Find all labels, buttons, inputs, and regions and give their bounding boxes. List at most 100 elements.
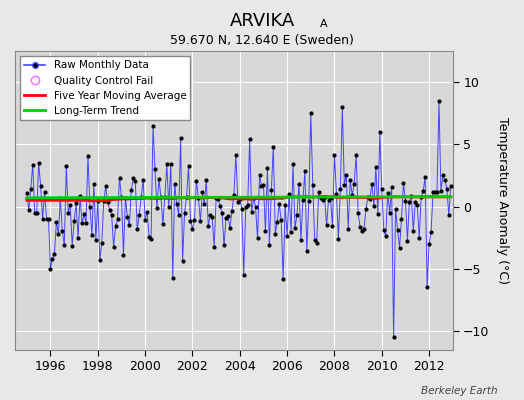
Point	[441, 177, 449, 184]
Point	[285, 190, 293, 197]
Point	[222, 215, 230, 221]
Text: A: A	[320, 19, 328, 29]
Point	[395, 245, 403, 251]
Point	[433, 189, 441, 196]
Point	[155, 176, 163, 182]
Point	[277, 217, 286, 224]
Point	[125, 222, 134, 228]
Point	[252, 204, 260, 211]
Point	[423, 284, 431, 290]
Point	[425, 241, 433, 248]
Point	[135, 212, 144, 218]
Point	[177, 135, 185, 141]
Point	[435, 98, 443, 104]
Point	[170, 181, 179, 187]
Point	[103, 199, 112, 205]
Point	[411, 199, 420, 206]
Point	[346, 177, 354, 183]
Point	[356, 224, 364, 230]
Y-axis label: Temperature Anomaly (°C): Temperature Anomaly (°C)	[496, 117, 509, 284]
Point	[439, 172, 447, 179]
Point	[279, 276, 287, 282]
Point	[332, 190, 341, 197]
Point	[172, 201, 181, 207]
Point	[322, 222, 331, 228]
Point	[46, 266, 54, 272]
Point	[265, 242, 274, 248]
Point	[68, 242, 77, 249]
Point	[443, 186, 451, 192]
Point	[405, 198, 413, 205]
Point	[311, 237, 319, 244]
Point	[368, 181, 376, 187]
Point	[119, 252, 128, 258]
Point	[224, 213, 232, 219]
Point	[84, 153, 92, 159]
Point	[379, 227, 388, 233]
Point	[289, 161, 297, 167]
Point	[312, 240, 321, 246]
Point	[255, 172, 264, 178]
Point	[399, 180, 408, 186]
Point	[309, 182, 317, 188]
Point	[54, 231, 62, 238]
Point	[131, 178, 139, 184]
Point	[121, 194, 129, 201]
Point	[86, 204, 94, 210]
Point	[445, 212, 453, 218]
Point	[378, 186, 386, 192]
Point	[38, 216, 47, 222]
Point	[162, 161, 171, 168]
Point	[72, 200, 80, 207]
Point	[281, 202, 289, 208]
Point	[182, 194, 191, 200]
Point	[338, 104, 346, 110]
Point	[56, 195, 64, 201]
Point	[174, 212, 183, 218]
Point	[62, 163, 70, 170]
Point	[316, 195, 325, 202]
Point	[95, 257, 104, 263]
Point	[107, 212, 116, 218]
Point	[413, 202, 421, 208]
Point	[153, 205, 161, 212]
Point	[409, 228, 418, 234]
Point	[110, 244, 118, 250]
Point	[143, 208, 151, 215]
Point	[133, 226, 141, 233]
Point	[401, 198, 410, 204]
Point	[58, 228, 67, 234]
Point	[386, 210, 394, 216]
Point	[291, 225, 299, 231]
Point	[30, 210, 39, 216]
Point	[394, 226, 402, 233]
Point	[374, 210, 382, 217]
Point	[147, 236, 155, 242]
Point	[326, 195, 335, 202]
Point	[74, 235, 82, 241]
Point	[92, 237, 100, 243]
Point	[102, 183, 110, 190]
Point	[70, 218, 79, 225]
Point	[436, 188, 445, 194]
Point	[208, 214, 216, 220]
Point	[303, 247, 311, 254]
Point	[301, 168, 309, 174]
Point	[37, 182, 45, 189]
Point	[263, 165, 271, 171]
Point	[360, 226, 368, 232]
Text: 59.670 N, 12.640 E (Sweden): 59.670 N, 12.640 E (Sweden)	[170, 34, 354, 47]
Point	[287, 228, 295, 235]
Point	[362, 206, 370, 212]
Point	[226, 225, 234, 232]
Point	[417, 194, 425, 200]
Point	[358, 228, 366, 234]
Point	[307, 110, 315, 116]
Point	[169, 275, 177, 282]
Point	[187, 218, 195, 224]
Point	[419, 188, 428, 194]
Point	[167, 160, 175, 167]
Point	[299, 197, 307, 204]
Point	[123, 214, 132, 220]
Point	[157, 194, 165, 200]
